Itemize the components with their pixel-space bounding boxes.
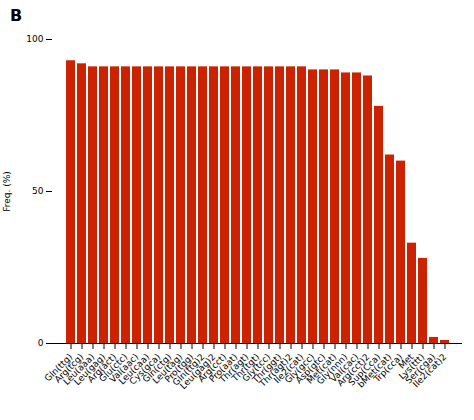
svg-text:Gly(gcc): Gly(gcc) — [282, 351, 317, 386]
svg-text:Val(aac): Val(aac) — [107, 351, 141, 385]
svg-text:Glu(ctc): Glu(ctc) — [97, 351, 130, 384]
svg-text:Leu(aaa): Leu(aaa) — [61, 351, 97, 387]
svg-text:Arg(cct): Arg(cct) — [196, 351, 229, 385]
svg-text:Arg(cct)2: Arg(cct)2 — [335, 351, 372, 389]
svg-text:Thr(tgt): Thr(tgt) — [229, 351, 262, 384]
svg-text:Sup(Cca): Sup(Cca) — [346, 351, 383, 388]
svg-text:Ser(cga): Ser(cga) — [403, 351, 438, 386]
svg-text:Val(cac): Val(cac) — [328, 351, 361, 385]
svg-text:Leu(gag)2: Leu(gag)2 — [178, 351, 218, 392]
svg-text:Leu(tag): Leu(tag) — [150, 351, 185, 386]
svg-text:Pro(aat): Pro(aat) — [207, 351, 240, 385]
svg-text:Gln(ttg)2: Gln(ttg)2 — [170, 351, 207, 388]
svg-text:Cys(gca): Cys(gca) — [127, 351, 163, 387]
svg-text:Asp(gtc): Asp(gtc) — [293, 351, 328, 386]
html-text:B: B — [10, 6, 23, 25]
svg-text:Arg(act): Arg(act) — [85, 351, 119, 385]
svg-text:Thr(agt): Thr(agt) — [217, 351, 251, 385]
svg-text:Gln(ctg): Gln(ctg) — [140, 351, 174, 385]
svg-text:0: 0 — [38, 338, 44, 348]
svg-text:Pro(tgg): Pro(tgg) — [162, 351, 196, 385]
svg-text:Met(cat): Met(cat) — [304, 351, 339, 386]
svg-text:Thr(agt)2: Thr(agt)2 — [257, 351, 295, 389]
svg-text:Trp(cca): Trp(cca) — [371, 352, 404, 385]
svg-text:bMet(cat): bMet(cat) — [355, 351, 394, 390]
svg-text:100: 100 — [26, 34, 43, 44]
svg-text:Ile2(cat)2: Ile2(cat)2 — [411, 352, 449, 390]
svg-text:Freq. (%): Freq. (%) — [2, 171, 12, 212]
svg-text:Lys(ttt): Lys(ttt) — [396, 351, 427, 382]
svg-text:Gln(ttg): Gln(ttg) — [42, 351, 75, 384]
svg-text:Leu(gag): Leu(gag) — [72, 351, 108, 388]
svg-text:Gly(tcc): Gly(tcc) — [240, 351, 273, 384]
svg-text:Ile2(cat): Ile2(cat) — [271, 351, 306, 386]
svg-text:Leu(caa): Leu(caa) — [116, 351, 152, 387]
svg-text:Gly(nnn): Gly(nnn) — [314, 351, 350, 387]
svg-text:Met: Met — [396, 351, 416, 371]
svg-text:50: 50 — [32, 186, 44, 196]
svg-text:Arg(tcg): Arg(tcg) — [52, 351, 86, 385]
svg-text:Thr(ggt): Thr(ggt) — [250, 351, 284, 385]
